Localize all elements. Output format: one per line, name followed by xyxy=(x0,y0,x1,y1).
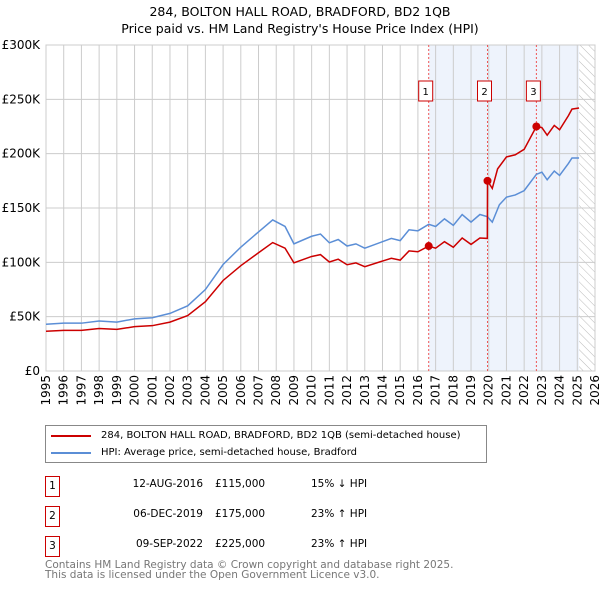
x-tick-label: 2019 xyxy=(464,375,478,406)
sale-label: 1 xyxy=(423,87,429,98)
x-tick-label: 2013 xyxy=(358,375,372,406)
sale-date: 12-AUG-2016 xyxy=(132,478,203,490)
y-tick-label: £50K xyxy=(9,310,41,324)
legend-label: HPI: Average price, semi-detached house,… xyxy=(101,447,357,458)
x-tick-label: 2009 xyxy=(287,375,301,406)
x-tick-label: 1999 xyxy=(110,375,124,406)
sale-point xyxy=(532,122,541,131)
x-tick-label: 2004 xyxy=(198,375,212,406)
x-tick-label: 2018 xyxy=(446,375,460,406)
sale-label: 3 xyxy=(530,87,536,98)
y-tick-label: £100K xyxy=(2,255,42,269)
chart-subtitle: Price paid vs. HM Land Registry's House … xyxy=(121,21,479,36)
x-tick-label: 1997 xyxy=(74,375,88,406)
sale-marker-box: 2 xyxy=(45,506,60,527)
x-tick-label: 2000 xyxy=(128,375,142,406)
property-price-line xyxy=(45,107,580,332)
sale-price: £225,000 xyxy=(215,538,266,550)
sale-date: 09-SEP-2022 xyxy=(135,538,203,550)
sale-label-box xyxy=(525,80,541,102)
sale-point xyxy=(424,242,433,251)
sale-point xyxy=(483,176,492,185)
x-tick-label: 2012 xyxy=(340,375,354,406)
sale-price: £175,000 xyxy=(215,508,266,520)
x-tick-label: 1998 xyxy=(92,375,106,406)
sale-marker-box: 1 xyxy=(45,476,60,497)
x-tick-label: 2014 xyxy=(375,375,389,406)
x-tick-label: 2005 xyxy=(216,375,230,406)
x-tick-label: 2010 xyxy=(305,375,319,406)
sale-price: £115,000 xyxy=(215,478,266,490)
sale-hpi-diff: 15% ↓ HPI xyxy=(311,478,368,490)
x-tick-label: 2015 xyxy=(393,375,407,406)
x-tick-label: 2025 xyxy=(570,375,584,406)
x-tick-label: 2026 xyxy=(588,375,600,406)
x-tick-label: 2001 xyxy=(145,375,159,406)
sale-marker-box: 3 xyxy=(45,536,60,557)
x-tick-label: 2007 xyxy=(252,375,266,406)
sale-label-box xyxy=(477,80,493,102)
x-tick-label: 1995 xyxy=(39,375,53,406)
y-tick-label: £200K xyxy=(2,147,42,161)
x-tick-label: 2022 xyxy=(517,375,531,406)
legend-label: 284, BOLTON HALL ROAD, BRADFORD, BD2 1QB… xyxy=(101,430,461,441)
x-tick-label: 2024 xyxy=(553,375,567,406)
legend-swatch-red xyxy=(51,435,91,437)
y-tick-label: £150K xyxy=(2,201,42,215)
x-tick-label: 2017 xyxy=(429,375,443,406)
plot-border xyxy=(45,44,596,372)
footer: Contains HM Land Registry data © Crown c… xyxy=(45,559,454,581)
sale-hpi-diff: 23% ↑ HPI xyxy=(311,508,368,520)
legend-swatch-blue xyxy=(51,452,91,454)
x-tick-label: 2020 xyxy=(482,375,496,406)
sale-label: 2 xyxy=(481,87,487,98)
x-tick-label: 2016 xyxy=(411,375,425,406)
x-tick-label: 2003 xyxy=(181,375,195,406)
x-tick-label: 2008 xyxy=(269,375,283,406)
footer-line: Contains HM Land Registry data © Crown c… xyxy=(45,559,454,571)
y-tick-label: £0 xyxy=(25,364,40,378)
x-tick-label: 1996 xyxy=(57,375,71,406)
footer-line: This data is licensed under the Open Gov… xyxy=(45,569,380,581)
sale-date: 06-DEC-2019 xyxy=(133,508,203,520)
x-tick-label: 2002 xyxy=(163,375,177,406)
sale-hpi-diff: 23% ↑ HPI xyxy=(311,538,368,550)
chart-title: 284, BOLTON HALL ROAD, BRADFORD, BD2 1QB xyxy=(149,4,451,19)
legend: 284, BOLTON HALL ROAD, BRADFORD, BD2 1QB… xyxy=(45,425,487,463)
x-tick-label: 2011 xyxy=(322,375,336,406)
y-tick-label: £250K xyxy=(2,92,42,106)
plot-area: 1995 1996 1997 1998 1999 2000 2001 2002 2003 2004… xyxy=(2,38,600,406)
hpi-line xyxy=(45,157,580,326)
x-tick-label: 2023 xyxy=(535,375,549,406)
x-tick-label: 2006 xyxy=(234,375,248,406)
x-tick-label: 2021 xyxy=(499,375,513,406)
sale-label-box xyxy=(418,80,434,102)
y-tick-label: £300K xyxy=(2,38,42,52)
